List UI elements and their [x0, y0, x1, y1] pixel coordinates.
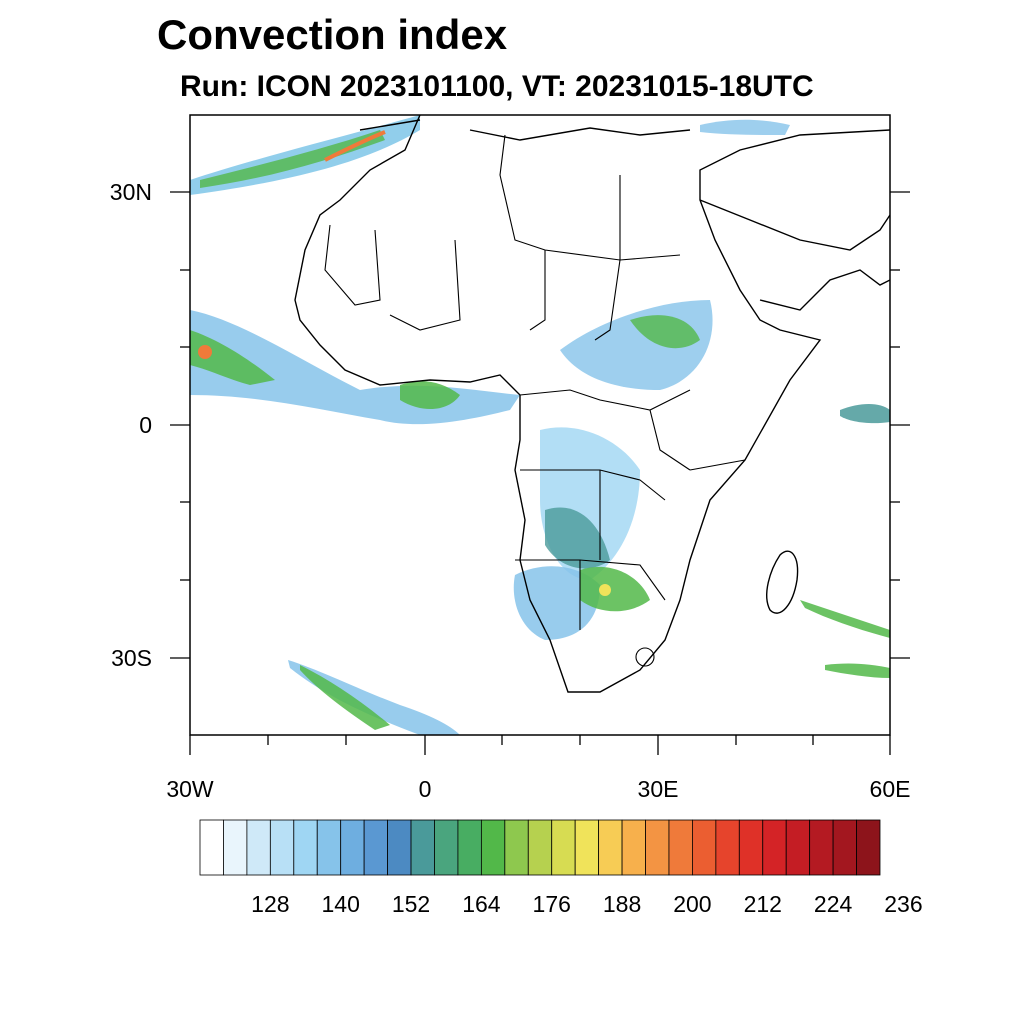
colorbar-swatch [762, 819, 787, 876]
colorbar-swatch [621, 819, 646, 876]
map-frame [189, 114, 891, 736]
colorbar-swatch [457, 819, 482, 876]
colorbar-swatch [527, 819, 553, 876]
colorbar-tick-label: 164 [462, 891, 501, 917]
colorbar-swatch [738, 819, 764, 876]
colorbar-labels: 128 140 152 164 176 188 200 212 224 236 [251, 891, 922, 917]
colorbar-swatch [387, 819, 412, 876]
colorbar-swatch [668, 819, 693, 876]
colorbar-swatch [199, 819, 224, 876]
colorbar-tick-label: 152 [392, 891, 430, 917]
colorbar-swatch [856, 819, 881, 876]
colorbar-tick-label: 128 [251, 891, 289, 917]
colorbar-swatch [692, 819, 717, 876]
convection-field [190, 115, 890, 735]
colorbar-swatch [316, 819, 342, 876]
colorbar-swatch [269, 819, 295, 876]
colorbar-swatch [785, 819, 811, 876]
coastline [294, 115, 890, 693]
colorbar-swatch [715, 819, 740, 876]
lat-label-30s: 30S [111, 645, 152, 671]
colorbar-swatch [574, 819, 600, 876]
colorbar-swatch [434, 819, 459, 876]
colorbar-swatch [832, 819, 857, 876]
colorbar-tick-label: 200 [673, 891, 711, 917]
colorbar-swatch [340, 819, 365, 876]
colorbar-swatch [246, 819, 271, 876]
colorbar-swatch [645, 819, 670, 876]
chart-title: Convection index [157, 11, 508, 58]
lon-label-30e: 30E [638, 776, 679, 802]
colorbar-swatch [410, 819, 435, 876]
lon-label-30w: 30W [166, 776, 214, 802]
colorbar-swatch [223, 819, 248, 876]
country-borders [324, 134, 746, 667]
lon-label-0: 0 [419, 776, 432, 802]
colorbar-tick-label: 236 [884, 891, 922, 917]
lat-label-30n: 30N [110, 179, 152, 205]
colorbar-tick-label: 140 [322, 891, 360, 917]
colorbar-swatch [363, 819, 388, 876]
colorbar-swatch [551, 819, 576, 876]
chart-subtitle: Run: ICON 2023101100, VT: 20231015-18UTC [180, 70, 814, 103]
colorbar-swatch [480, 819, 506, 876]
colorbar [199, 819, 881, 876]
colorbar-tick-label: 212 [744, 891, 782, 917]
axis-ticks [170, 191, 910, 755]
colorbar-swatch [598, 819, 623, 876]
colorbar-tick-label: 176 [533, 891, 571, 917]
colorbar-swatch [809, 819, 834, 876]
colorbar-tick-label: 188 [603, 891, 641, 917]
colorbar-tick-label: 224 [814, 891, 853, 917]
lon-label-60e: 60E [870, 776, 911, 802]
colorbar-swatch [504, 819, 529, 876]
colorbar-swatch [293, 819, 318, 876]
lat-label-0: 0 [139, 412, 152, 438]
